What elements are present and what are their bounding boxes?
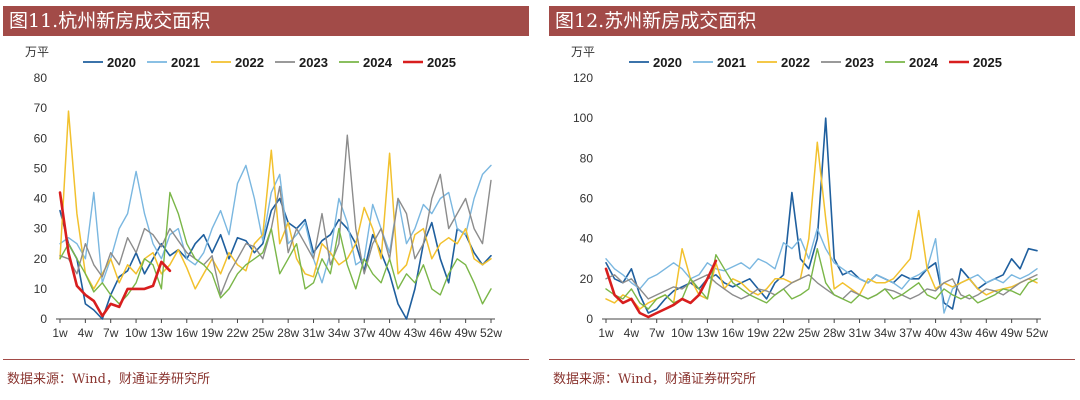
x-tick-label: 40w	[379, 326, 401, 340]
x-tick-label: 19w	[201, 326, 223, 340]
x-tick-label: 40w	[925, 326, 947, 340]
y-tick-label: 60	[34, 131, 48, 145]
divider-line	[549, 359, 1075, 360]
chart-title: 图12.苏州新房成交面积	[555, 10, 757, 32]
legend-label-2022: 2022	[781, 55, 810, 70]
line-chart-suzhou: 万平 0 20 40 60 80 100 120 1w 4w 7w 10w 13w 16w 19w 22w 25…	[571, 45, 1048, 340]
legend-label-2025: 2025	[973, 55, 1002, 70]
source-note: 数据来源：Wind，财通证券研究所	[7, 372, 210, 387]
x-tick-label: 49w	[1001, 326, 1023, 340]
x-tick-label: 13w	[150, 326, 172, 340]
legend-label-2023: 2023	[845, 55, 874, 70]
series-line-2020	[59, 197, 492, 320]
x-tick-label: 25w	[798, 326, 820, 340]
y-tick-label: 120	[573, 71, 593, 85]
legend-label-2023: 2023	[299, 55, 328, 70]
x-tick-label: 46w	[429, 326, 451, 340]
x-tick-label: 34w	[328, 326, 350, 340]
chart-title: 图11.杭州新房成交面积	[9, 10, 211, 32]
x-tick-label: 46w	[975, 326, 997, 340]
y-axis-unit-label: 万平	[571, 45, 595, 59]
series-line-2022	[605, 141, 1038, 310]
legend-label-2021: 2021	[717, 55, 746, 70]
y-tick-label: 60	[580, 192, 594, 206]
line-chart-hangzhou: 万平 0 10 20 30 40 50 60 70 80 1w 4w 7w 10w 13w 16w 19w 22w…	[25, 45, 502, 340]
chart-title-bar: 图11.杭州新房成交面积	[3, 6, 529, 36]
x-tick-label: 13w	[696, 326, 718, 340]
x-tick-label: 16w	[722, 326, 744, 340]
chart-panel-suzhou: 图12.苏州新房成交面积 万平 0 20 40 60 80 100 120 1w 4w 7w 10w 1…	[549, 0, 1075, 400]
x-tick-label: 10w	[671, 326, 693, 340]
legend-label-2020: 2020	[107, 55, 136, 70]
chart-panel-hangzhou: 图11.杭州新房成交面积 万平 0 10 20 30 40 50 60 70 80 1w 4w 7w 10…	[3, 0, 529, 400]
source-note: 数据来源：Wind，财通证券研究所	[553, 372, 756, 387]
x-tick-label: 22w	[772, 326, 794, 340]
y-tick-label: 80	[34, 71, 48, 85]
x-tick-label: 16w	[176, 326, 198, 340]
legend-label-2022: 2022	[235, 55, 264, 70]
x-tick-label: 37w	[353, 326, 375, 340]
legend-label-2025: 2025	[427, 55, 456, 70]
chart-title-bar: 图12.苏州新房成交面积	[549, 6, 1075, 36]
y-tick-label: 100	[573, 111, 593, 125]
x-tick-label: 4w	[78, 326, 94, 340]
series-line-2023	[59, 134, 492, 296]
x-tick-label: 10w	[125, 326, 147, 340]
legend-label-2021: 2021	[171, 55, 200, 70]
y-tick-label: 0	[586, 312, 593, 326]
y-tick-label: 30	[34, 222, 48, 236]
y-tick-label: 20	[34, 252, 48, 266]
x-tick-label: 7w	[103, 326, 119, 340]
x-tick-label: 31w	[849, 326, 871, 340]
series-line-2022	[59, 110, 492, 290]
y-tick-label: 10	[34, 282, 48, 296]
y-tick-label: 70	[34, 101, 48, 115]
series-line-2025	[58, 191, 172, 318]
legend-label-2024: 2024	[909, 55, 939, 70]
x-tick-label: 1w	[52, 326, 68, 340]
x-tick-label: 43w	[404, 326, 426, 340]
x-tick-label: 22w	[226, 326, 248, 340]
y-tick-label: 20	[580, 272, 594, 286]
x-tick-label: 1w	[598, 326, 614, 340]
series-line-2024	[605, 247, 1038, 310]
series-line-2023	[605, 274, 1038, 300]
x-tick-label: 25w	[252, 326, 274, 340]
y-tick-label: 80	[580, 151, 594, 165]
x-tick-label: 7w	[649, 326, 665, 340]
x-tick-label: 28w	[277, 326, 299, 340]
x-tick-label: 19w	[747, 326, 769, 340]
x-tick-label: 49w	[455, 326, 477, 340]
legend-label-2020: 2020	[653, 55, 682, 70]
series-line-2021	[59, 164, 492, 284]
y-tick-label: 40	[34, 192, 48, 206]
x-tick-label: 37w	[899, 326, 921, 340]
series-line-2020	[605, 117, 1038, 314]
y-axis-unit-label: 万平	[25, 45, 49, 59]
series-line-2025	[604, 259, 718, 319]
x-tick-label: 4w	[624, 326, 640, 340]
x-tick-label: 34w	[874, 326, 896, 340]
x-tick-label: 43w	[950, 326, 972, 340]
legend-label-2024: 2024	[363, 55, 393, 70]
divider-line	[3, 359, 529, 360]
x-tick-label: 31w	[303, 326, 325, 340]
y-tick-label: 40	[580, 232, 594, 246]
x-tick-label: 28w	[823, 326, 845, 340]
y-tick-label: 0	[40, 312, 47, 326]
x-tick-label: 52w	[480, 326, 502, 340]
x-tick-label: 52w	[1026, 326, 1048, 340]
y-tick-label: 50	[34, 161, 48, 175]
